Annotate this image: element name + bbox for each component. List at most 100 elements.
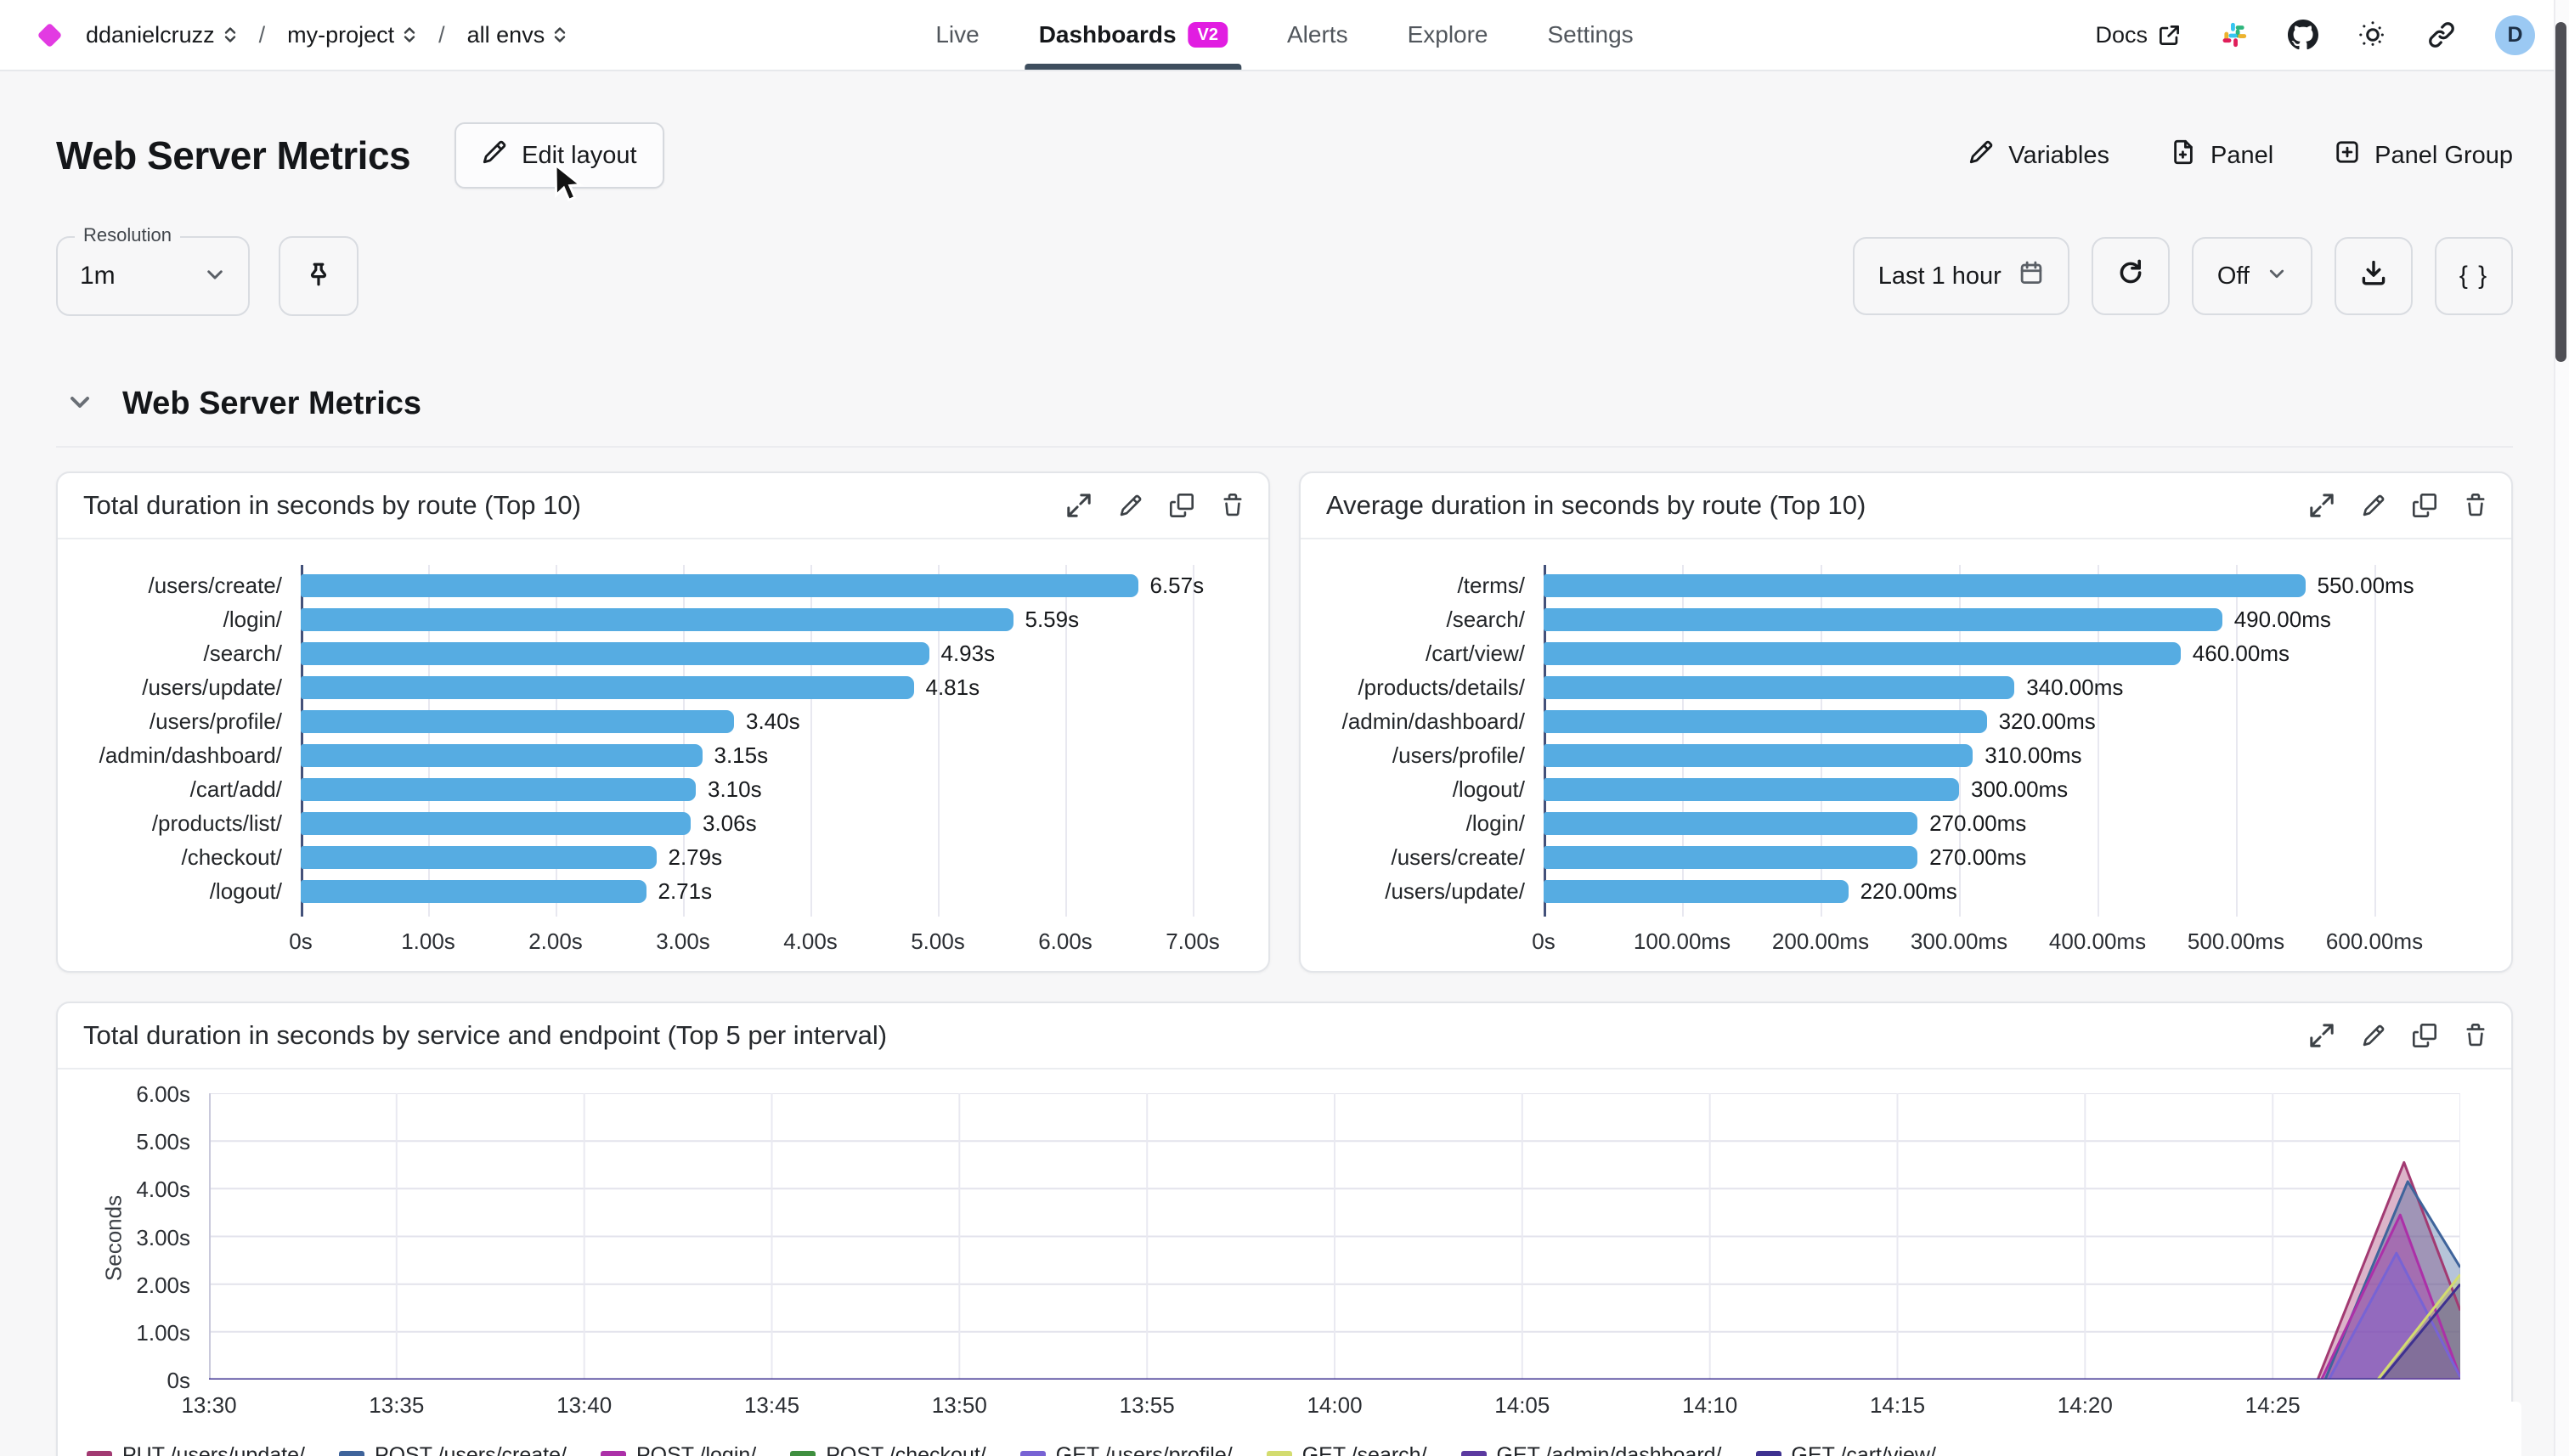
bar[interactable] (301, 641, 929, 665)
breadcrumb-org[interactable]: ddanielcruzz (86, 22, 237, 48)
bar[interactable] (1544, 675, 2015, 699)
expand-icon[interactable] (2309, 1023, 2335, 1048)
expand-icon[interactable] (1066, 493, 1092, 518)
category-label: /users/profile/ (149, 708, 282, 734)
x-tick-label: 13:55 (1119, 1392, 1175, 1418)
legend-swatch (1019, 1451, 1046, 1456)
download-button[interactable] (2335, 237, 2413, 315)
bar[interactable] (301, 573, 1138, 597)
breadcrumb-env[interactable]: all envs (467, 22, 567, 48)
x-tick-label: 13:45 (743, 1392, 800, 1418)
tab-alerts[interactable]: Alerts (1287, 0, 1348, 70)
bar[interactable] (301, 607, 1013, 631)
breadcrumb-project[interactable]: my-project (287, 22, 416, 48)
bar-row: /users/create/6.57s (80, 568, 1246, 602)
bar[interactable] (1544, 845, 1918, 869)
tab-live[interactable]: Live (935, 0, 979, 70)
edit-icon[interactable] (1119, 494, 1143, 517)
legend-item[interactable]: GET /cart/view/ (1755, 1443, 1936, 1456)
time-range-button[interactable]: Last 1 hour (1852, 237, 2069, 315)
edit-layout-button[interactable]: Edit layout (455, 122, 664, 189)
bar[interactable] (1544, 743, 1973, 767)
duplicate-icon[interactable] (2413, 494, 2436, 517)
resolution-select[interactable]: Resolution 1m (56, 224, 250, 316)
value-label: 320.00ms (1998, 708, 2096, 734)
tab-explore[interactable]: Explore (1408, 0, 1488, 70)
bar[interactable] (1544, 879, 1849, 903)
bar[interactable] (301, 845, 657, 869)
legend-item[interactable]: POST /users/create/ (338, 1443, 567, 1456)
legend-swatch (600, 1451, 626, 1456)
legend-item[interactable]: GET /search/ (1266, 1443, 1427, 1456)
edit-icon[interactable] (2362, 1024, 2386, 1047)
category-label: /terms/ (1457, 572, 1525, 598)
theme-icon[interactable] (2357, 20, 2388, 50)
avatar[interactable]: D (2495, 14, 2535, 55)
bar[interactable] (301, 777, 696, 801)
value-label: 310.00ms (1985, 742, 2082, 768)
query-json-button[interactable]: { } (2435, 237, 2513, 315)
bar[interactable] (1544, 573, 2306, 597)
auto-refresh-select[interactable]: Off (2191, 237, 2312, 315)
bar[interactable] (1544, 641, 2181, 665)
legend-item[interactable]: GET /users/profile/ (1019, 1443, 1233, 1456)
panel-actions (1066, 493, 1245, 518)
x-tick-label: 1.00s (401, 928, 455, 954)
link-icon[interactable] (2427, 20, 2456, 49)
legend-item[interactable]: PUT /users/update/ (87, 1443, 305, 1456)
time-range-label: Last 1 hour (1877, 262, 2002, 290)
breadcrumb-project-label: my-project (287, 21, 395, 48)
pin-resolution-button[interactable] (279, 236, 359, 316)
bar[interactable] (301, 811, 691, 835)
bar[interactable] (1544, 811, 1918, 835)
add-panel-button[interactable]: Panel (2171, 139, 2273, 172)
variables-button[interactable]: Variables (1968, 139, 2109, 172)
legend-item[interactable]: POST /checkout/ (790, 1443, 986, 1456)
tab-label: Alerts (1286, 21, 1348, 48)
vertical-scrollbar-track[interactable] (2554, 0, 2569, 1456)
bar-row: /login/5.59s (80, 602, 1246, 636)
bar[interactable] (301, 675, 914, 699)
slack-icon[interactable] (2220, 20, 2249, 49)
top-nav: ddanielcruzz / my-project / all envs Liv… (0, 0, 2569, 71)
edit-icon[interactable] (2362, 494, 2386, 517)
panel-header: Total duration in seconds by service and… (58, 1003, 2511, 1069)
x-tick-label: 5.00s (911, 928, 965, 954)
expand-icon[interactable] (2309, 493, 2335, 518)
hbar-chart-average-duration: /terms/550.00ms/search/490.00ms/cart/vie… (1301, 539, 2511, 971)
delete-icon[interactable] (2464, 494, 2487, 517)
y-tick-label: 6.00s (136, 1081, 190, 1107)
category-label: /admin/dashboard/ (99, 742, 282, 768)
bar-row: /checkout/2.79s (80, 840, 1246, 874)
legend-item[interactable]: GET /admin/dashboard/ (1460, 1443, 1722, 1456)
auto-refresh-value: Off (2216, 262, 2250, 290)
github-icon[interactable] (2288, 20, 2318, 50)
add-panel-group-button[interactable]: Panel Group (2335, 139, 2513, 172)
value-label: 4.81s (925, 674, 980, 700)
hbar-chart-total-duration: /users/create/6.57s/login/5.59s/search/4… (58, 539, 1268, 971)
duplicate-icon[interactable] (1170, 494, 1194, 517)
vertical-scrollbar-thumb[interactable] (2555, 22, 2566, 362)
tab-dashboards[interactable]: Dashboards V2 (1025, 0, 1242, 70)
refresh-button[interactable] (2091, 237, 2170, 315)
bar[interactable] (1544, 709, 1987, 733)
docs-link[interactable]: Docs (2095, 22, 2181, 48)
tab-settings[interactable]: Settings (1548, 0, 1634, 70)
section-header[interactable]: Web Server Metrics (56, 386, 2513, 422)
delete-icon[interactable] (2464, 1024, 2487, 1047)
legend-label: PUT /users/update/ (122, 1443, 305, 1456)
bar[interactable] (301, 709, 734, 733)
bar[interactable] (1544, 777, 1959, 801)
category-label: /users/update/ (142, 674, 282, 700)
delete-icon[interactable] (1221, 494, 1245, 517)
x-tick-label: 14:15 (1869, 1392, 1926, 1418)
duplicate-icon[interactable] (2413, 1024, 2436, 1047)
bar[interactable] (301, 743, 703, 767)
time-series-plot[interactable] (208, 1092, 2462, 1381)
bar[interactable] (1544, 607, 2222, 631)
bar[interactable] (301, 879, 646, 903)
legend-item[interactable]: POST /login/ (600, 1443, 756, 1456)
value-label: 6.57s (1149, 572, 1205, 598)
category-label: /login/ (1465, 810, 1525, 836)
x-tick-label: 500.00ms (2187, 928, 2285, 954)
